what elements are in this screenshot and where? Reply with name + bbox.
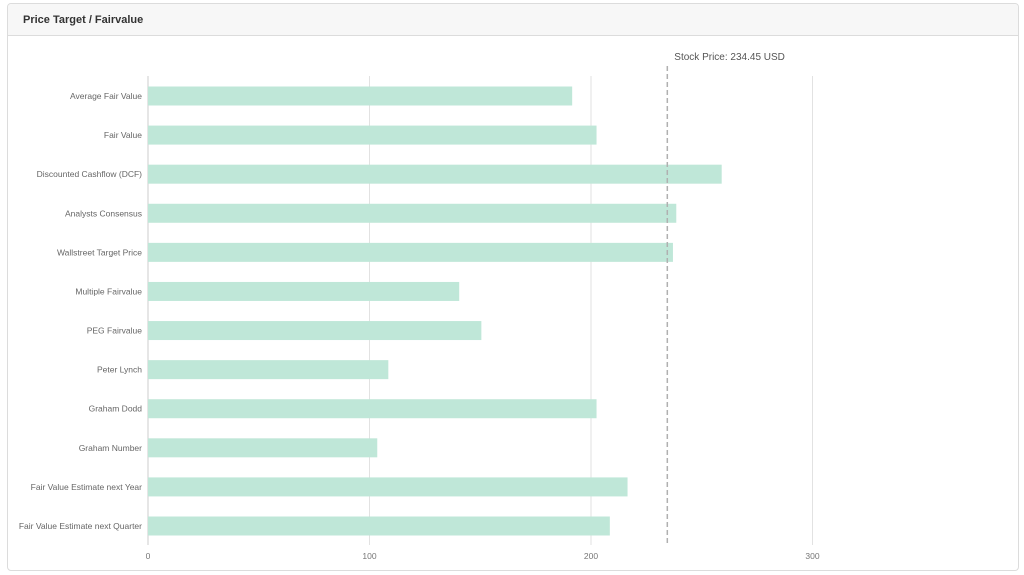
bar (148, 86, 573, 106)
x-tick-label: 300 (805, 551, 819, 561)
x-tick-label: 200 (584, 551, 598, 561)
stock-price-label: Stock Price: 234.45 USD (674, 52, 785, 63)
panel-title: Price Target / Fairvalue (23, 13, 144, 26)
bar (148, 281, 460, 301)
bar (148, 516, 610, 536)
category-label: Average Fair Value (70, 91, 142, 101)
bar (148, 203, 677, 223)
category-label: Graham Number (79, 443, 142, 453)
category-label: Graham Dodd (89, 404, 143, 414)
category-label: Discounted Cashflow (DCF) (37, 169, 143, 179)
bar (148, 242, 673, 262)
category-label: Analysts Consensus (65, 208, 142, 218)
category-label: Fair Value Estimate next Year (31, 482, 143, 492)
bar (148, 438, 378, 458)
category-label: Fair Value (104, 130, 142, 140)
bar (148, 360, 389, 380)
bar (148, 477, 628, 497)
category-label: Fair Value Estimate next Quarter (19, 521, 142, 531)
x-tick-label: 100 (362, 551, 376, 561)
panel-header: Price Target / Fairvalue (8, 4, 1018, 36)
category-label: Peter Lynch (97, 365, 142, 375)
bar (148, 321, 482, 341)
category-label: Multiple Fairvalue (75, 286, 142, 296)
x-tick-label: 0 (146, 551, 151, 561)
category-label: Wallstreet Target Price (57, 247, 142, 257)
bar (148, 399, 597, 419)
bar (148, 164, 722, 184)
bar (148, 125, 597, 145)
category-label: PEG Fairvalue (87, 326, 143, 336)
